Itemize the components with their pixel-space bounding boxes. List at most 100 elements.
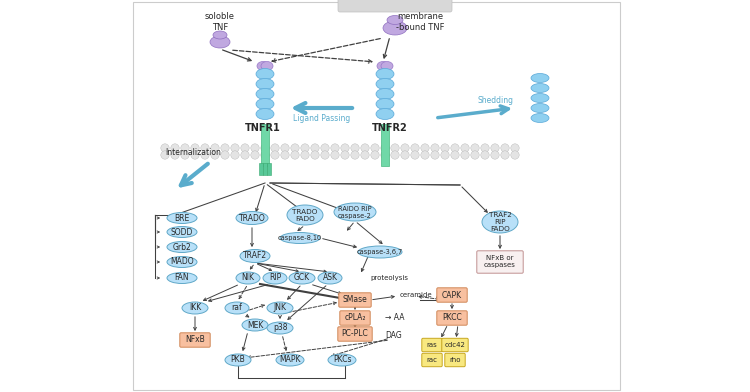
Circle shape [231, 144, 239, 152]
Circle shape [370, 151, 380, 159]
Circle shape [460, 151, 470, 159]
Text: GCK: GCK [294, 274, 310, 283]
Ellipse shape [267, 322, 293, 334]
Ellipse shape [240, 249, 270, 263]
Ellipse shape [531, 103, 549, 113]
Text: → AA: → AA [385, 314, 404, 323]
Text: TNFR1: TNFR1 [245, 123, 280, 133]
Ellipse shape [225, 354, 251, 366]
Ellipse shape [376, 98, 394, 109]
Ellipse shape [167, 212, 197, 223]
Ellipse shape [531, 83, 549, 93]
Circle shape [411, 144, 419, 152]
Ellipse shape [377, 62, 389, 71]
Circle shape [251, 144, 260, 152]
Text: JNK: JNK [274, 303, 286, 312]
Circle shape [351, 144, 359, 152]
Circle shape [241, 144, 249, 152]
Circle shape [490, 151, 500, 159]
Text: Ligand Passing: Ligand Passing [293, 114, 350, 123]
Text: TRAF2
RIP
FADO: TRAF2 RIP FADO [488, 212, 512, 232]
Ellipse shape [482, 211, 518, 233]
Circle shape [231, 151, 239, 159]
Text: caspase-3,6,7: caspase-3,6,7 [357, 249, 404, 255]
FancyBboxPatch shape [339, 293, 371, 307]
Text: ASK: ASK [322, 274, 338, 283]
Circle shape [441, 151, 449, 159]
Circle shape [481, 151, 489, 159]
Ellipse shape [387, 16, 403, 25]
Circle shape [321, 151, 329, 159]
Circle shape [171, 151, 179, 159]
Ellipse shape [318, 272, 342, 284]
Circle shape [271, 144, 279, 152]
Ellipse shape [167, 256, 197, 267]
Text: RAIDO RIP
caspase-2: RAIDO RIP caspase-2 [338, 205, 372, 218]
Circle shape [430, 151, 439, 159]
Circle shape [370, 144, 380, 152]
Circle shape [220, 151, 230, 159]
Circle shape [391, 151, 399, 159]
Ellipse shape [376, 78, 394, 89]
Text: PKCs: PKCs [333, 356, 351, 365]
Circle shape [181, 151, 189, 159]
FancyBboxPatch shape [180, 333, 210, 347]
Text: Internalization: Internalization [165, 147, 220, 156]
Circle shape [451, 151, 459, 159]
Ellipse shape [225, 302, 249, 314]
Ellipse shape [182, 302, 208, 314]
Circle shape [340, 151, 350, 159]
Circle shape [460, 144, 470, 152]
Circle shape [511, 144, 519, 152]
Bar [267, 163, 271, 175]
Text: CAPK: CAPK [442, 290, 462, 299]
Bar [261, 124, 269, 166]
Circle shape [331, 151, 339, 159]
Text: DAG: DAG [385, 332, 402, 341]
Circle shape [421, 144, 429, 152]
FancyBboxPatch shape [445, 353, 465, 367]
Text: PC-PLC: PC-PLC [341, 330, 368, 339]
Circle shape [381, 151, 389, 159]
Ellipse shape [383, 21, 407, 35]
Circle shape [481, 144, 489, 152]
Text: proteolysis: proteolysis [370, 275, 408, 281]
Circle shape [391, 144, 399, 152]
Circle shape [490, 144, 500, 152]
Text: SODD: SODD [171, 227, 194, 236]
Text: MAPK: MAPK [279, 356, 301, 365]
Text: ras: ras [427, 342, 437, 348]
Ellipse shape [256, 89, 274, 100]
Text: soloble
TNF: soloble TNF [205, 12, 235, 32]
Ellipse shape [167, 272, 197, 283]
Circle shape [340, 144, 350, 152]
Ellipse shape [376, 109, 394, 120]
Ellipse shape [376, 89, 394, 100]
Circle shape [301, 144, 309, 152]
Circle shape [261, 151, 269, 159]
Text: rho: rho [449, 357, 460, 363]
Text: ceramide: ceramide [400, 292, 433, 298]
Text: PKCC: PKCC [442, 314, 462, 323]
Circle shape [271, 151, 279, 159]
Circle shape [441, 144, 449, 152]
Circle shape [310, 151, 320, 159]
Ellipse shape [334, 203, 376, 221]
Circle shape [421, 151, 429, 159]
Circle shape [211, 151, 219, 159]
Circle shape [400, 151, 410, 159]
Circle shape [400, 144, 410, 152]
Circle shape [201, 151, 209, 159]
Circle shape [361, 151, 369, 159]
Text: FAN: FAN [175, 274, 189, 283]
Ellipse shape [280, 232, 320, 243]
FancyBboxPatch shape [477, 251, 524, 273]
Circle shape [211, 144, 219, 152]
Ellipse shape [256, 109, 274, 120]
Circle shape [291, 144, 299, 152]
FancyBboxPatch shape [340, 311, 370, 325]
Text: BRE: BRE [174, 214, 190, 223]
FancyBboxPatch shape [338, 327, 372, 341]
Ellipse shape [531, 74, 549, 82]
Circle shape [430, 144, 439, 152]
